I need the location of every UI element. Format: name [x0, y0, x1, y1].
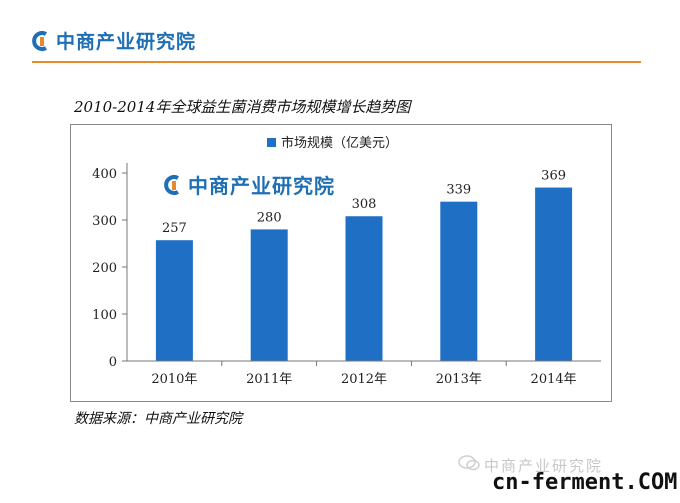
y-tick-label: 400: [92, 167, 117, 182]
chart-frame: 市场规模（亿美元） 0 100 200 300 400 257 280 308 339 369 …: [70, 124, 612, 402]
bar: [250, 229, 288, 361]
footer-watermark-text: 中商产业研究院: [484, 457, 604, 475]
bar: [440, 201, 478, 361]
x-tick-label: 2010年: [151, 372, 197, 387]
x-tick-label: 2014年: [531, 372, 577, 387]
y-axis: 0 100 200 300 400: [92, 163, 128, 370]
bar-data-label: 369: [541, 169, 566, 184]
logo-c-icon: [32, 30, 47, 51]
header-logo-text: 中商产业研究院: [56, 31, 197, 53]
y-tick-label: 200: [92, 261, 117, 276]
chart-title: 2010-2014年全球益生菌消费市场规模增长趋势图: [74, 98, 411, 116]
bar: [535, 187, 573, 361]
header-divider: [32, 61, 641, 63]
chart-legend: 市场规模（亿美元）: [267, 135, 398, 151]
bar-data-label: 308: [352, 197, 377, 212]
y-tick-label: 0: [109, 355, 117, 370]
x-tick-label: 2013年: [436, 372, 482, 387]
watermark-logo-icon: [164, 174, 179, 195]
chart-watermark-logo: 中商产业研究院: [162, 170, 335, 199]
source-note: 数据来源：中商产业研究院: [74, 411, 242, 427]
bar-data-label: 339: [446, 183, 471, 198]
legend-swatch: [267, 138, 276, 147]
bar: [345, 216, 383, 361]
x-axis: 2010年 2011年 2012年 2013年 2014年: [127, 360, 601, 387]
y-tick-label: 300: [92, 214, 117, 229]
bar-data-label: 280: [257, 210, 282, 225]
bars: 257 280 308 339 369: [155, 169, 573, 361]
x-tick-label: 2011年: [246, 372, 292, 387]
header-logo: 中商产业研究院: [30, 27, 196, 54]
watermark-logo-text: 中商产业研究院: [188, 174, 335, 198]
bar: [155, 240, 193, 361]
bar-data-label: 257: [162, 221, 187, 236]
y-tick-label: 100: [92, 308, 117, 323]
wechat-icon: [458, 455, 480, 471]
legend-label: 市场规模（亿美元）: [281, 135, 398, 151]
footer-brand: cn-ferment.COM: [492, 470, 678, 495]
x-tick-label: 2012年: [341, 372, 387, 387]
